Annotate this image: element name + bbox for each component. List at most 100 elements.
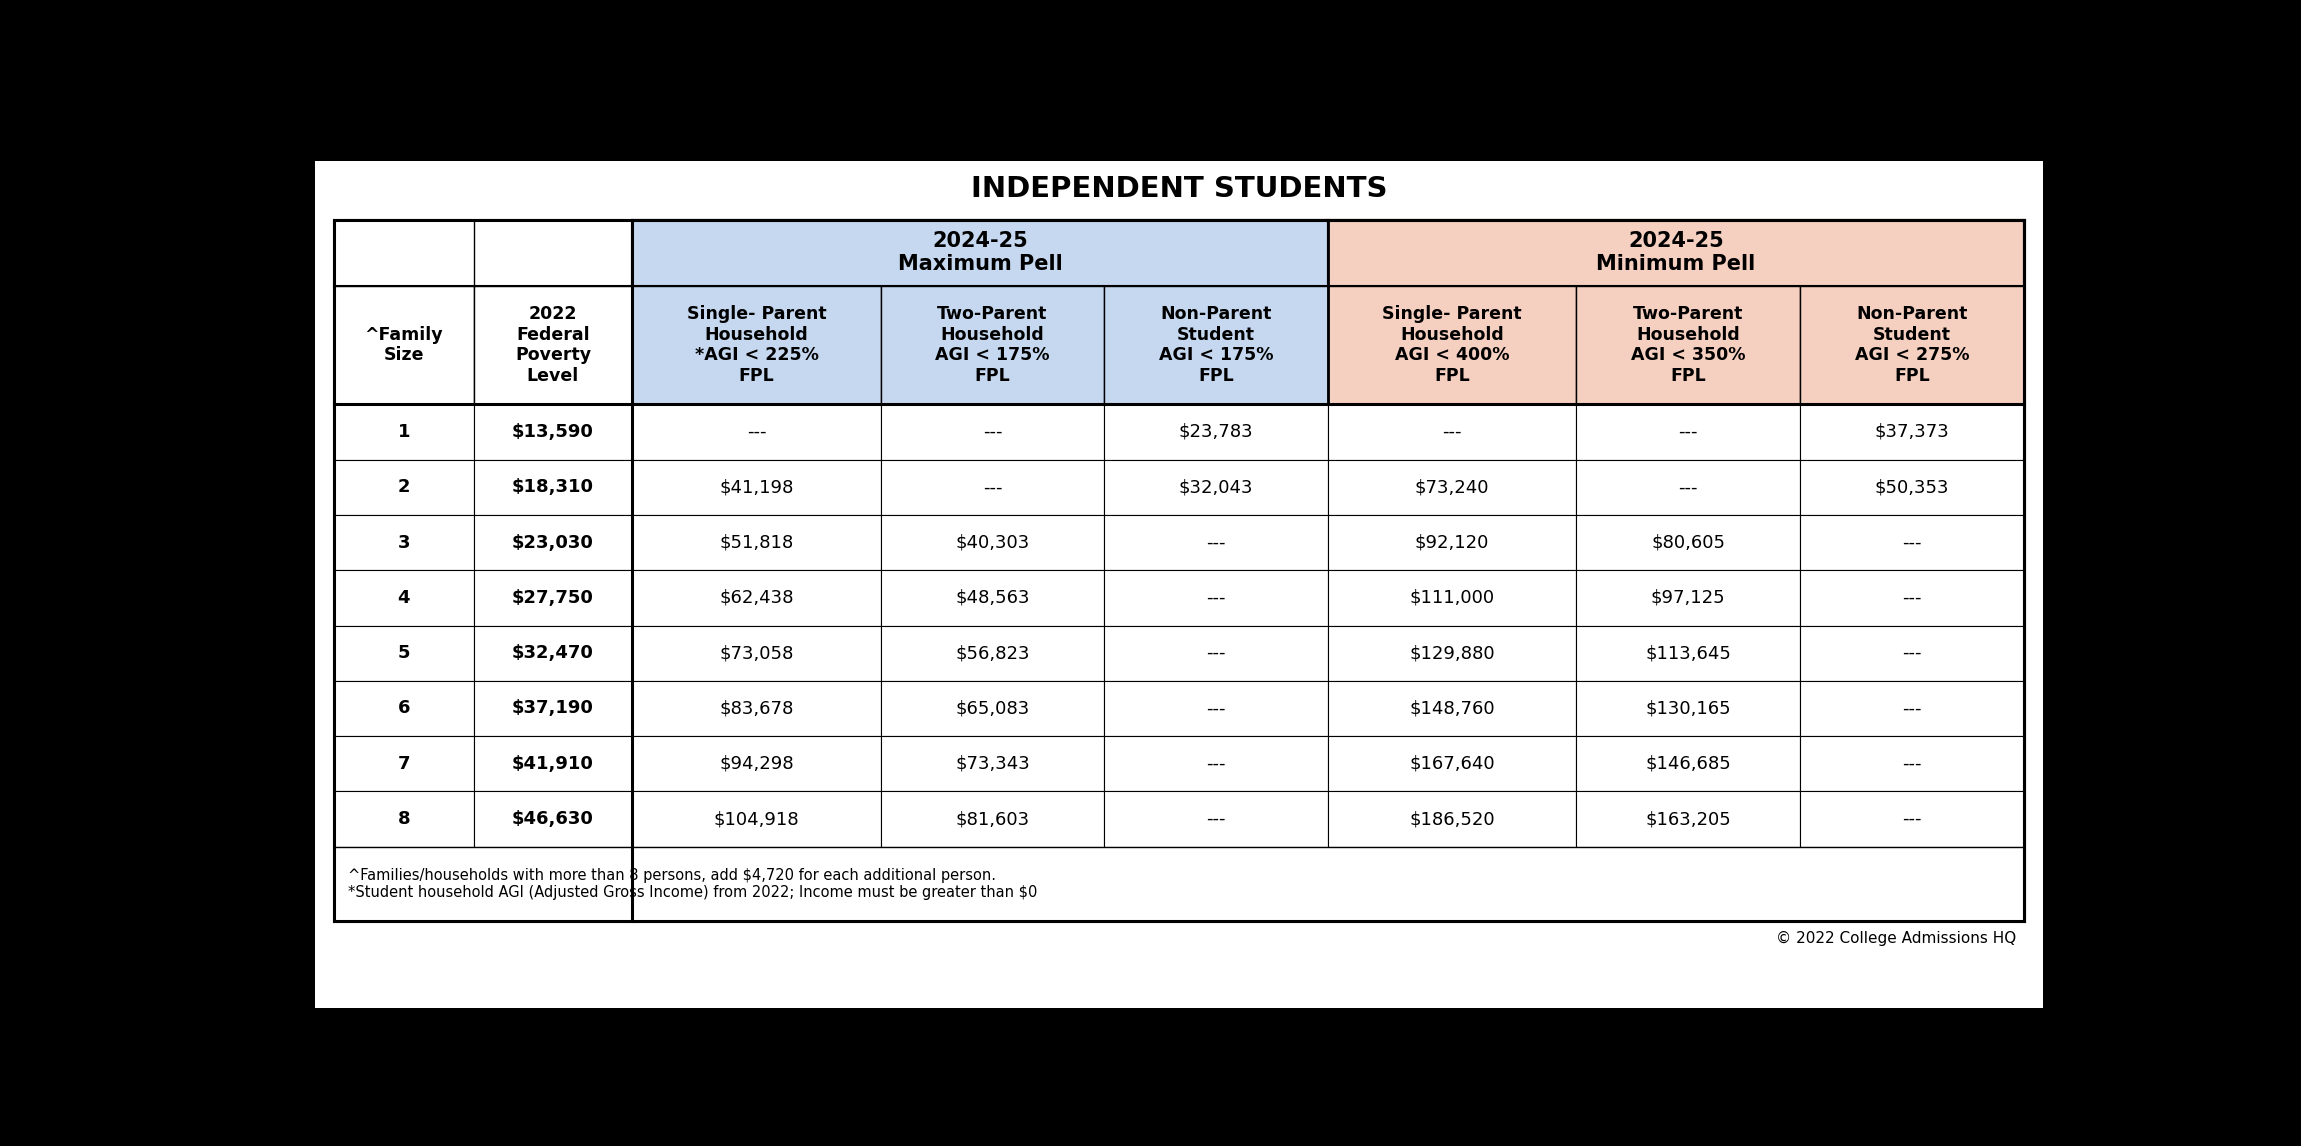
Bar [1104,736,1328,792]
Text: $37,373: $37,373 [1875,423,1949,441]
Bar [334,736,474,792]
Bar [1799,626,2023,681]
Text: $40,303: $40,303 [955,534,1029,551]
Text: 2024-25
Maximum Pell: 2024-25 Maximum Pell [897,231,1063,274]
Bar [1328,285,1576,405]
Text: $80,605: $80,605 [1652,534,1726,551]
Bar [1104,571,1328,626]
Text: $41,198: $41,198 [720,478,794,496]
Text: $113,645: $113,645 [1645,644,1730,662]
Text: $129,880: $129,880 [1411,644,1496,662]
Bar [1104,626,1328,681]
Bar [474,571,633,626]
Bar [334,220,633,285]
Bar [1576,515,1799,571]
Text: $18,310: $18,310 [511,478,594,496]
Text: 6: 6 [398,699,410,717]
Bar [334,285,474,405]
Bar [1328,515,1576,571]
Text: ---: --- [1903,644,1921,662]
Text: $73,240: $73,240 [1415,478,1489,496]
Bar [881,405,1104,460]
Text: 2022
Federal
Poverty
Level: 2022 Federal Poverty Level [515,305,591,385]
Bar [1104,792,1328,847]
Text: ---: --- [1206,755,1226,772]
Bar [1104,681,1328,736]
Text: $104,918: $104,918 [713,810,798,829]
Text: $163,205: $163,205 [1645,810,1730,829]
Bar [1799,681,2023,736]
Text: $23,030: $23,030 [513,534,594,551]
Text: ^Families/households with more than 8 persons, add $4,720 for each additional pe: ^Families/households with more than 8 pe… [347,868,1038,901]
Bar [1576,285,1799,405]
Bar [1799,792,2023,847]
Bar [1799,571,2023,626]
Text: 1: 1 [398,423,410,441]
Bar [334,681,474,736]
Text: $37,190: $37,190 [513,699,594,717]
Text: ---: --- [1206,589,1226,607]
Bar [334,515,474,571]
Text: ---: --- [1903,810,1921,829]
Bar [1799,515,2023,571]
Text: $56,823: $56,823 [955,644,1031,662]
Bar [474,460,633,515]
Text: Two-Parent
Household
AGI < 350%
FPL: Two-Parent Household AGI < 350% FPL [1631,305,1746,385]
Text: $73,058: $73,058 [720,644,794,662]
Bar [633,681,881,736]
Bar [1576,792,1799,847]
Text: Single- Parent
Household
AGI < 400%
FPL: Single- Parent Household AGI < 400% FPL [1383,305,1521,385]
Text: $32,043: $32,043 [1178,478,1254,496]
Bar [1328,220,2023,285]
Text: $50,353: $50,353 [1875,478,1949,496]
Text: Non-Parent
Student
AGI < 175%
FPL: Non-Parent Student AGI < 175% FPL [1160,305,1272,385]
Bar [633,285,881,405]
Text: ---: --- [983,423,1003,441]
Bar [881,792,1104,847]
Text: $146,685: $146,685 [1645,755,1730,772]
Bar [633,571,881,626]
Bar [1576,681,1799,736]
Text: ---: --- [1206,644,1226,662]
Text: ---: --- [983,478,1003,496]
Bar [334,571,474,626]
Bar [1576,460,1799,515]
Bar [1576,571,1799,626]
Bar [633,792,881,847]
Bar [1104,405,1328,460]
Text: $27,750: $27,750 [513,589,594,607]
Bar [334,792,474,847]
Text: ---: --- [1206,810,1226,829]
Bar [881,736,1104,792]
Bar [334,626,474,681]
Bar [1576,405,1799,460]
Bar [1328,405,1576,460]
Text: ---: --- [1903,755,1921,772]
Bar [1104,515,1328,571]
Bar [474,285,633,405]
Text: ---: --- [1206,534,1226,551]
Text: $65,083: $65,083 [955,699,1029,717]
Text: 3: 3 [398,534,410,551]
Bar [881,285,1104,405]
Bar [633,460,881,515]
Text: $148,760: $148,760 [1411,699,1496,717]
Text: 5: 5 [398,644,410,662]
Bar [1328,571,1576,626]
Bar [633,515,881,571]
Text: 8: 8 [398,810,410,829]
Bar [474,515,633,571]
Bar [474,405,633,460]
Bar [334,220,2023,921]
Bar [1328,460,1576,515]
Bar [881,460,1104,515]
Bar [1799,460,2023,515]
Bar [334,460,474,515]
Text: Single- Parent
Household
*AGI < 225%
FPL: Single- Parent Household *AGI < 225% FPL [686,305,826,385]
Text: $111,000: $111,000 [1411,589,1496,607]
Text: $13,590: $13,590 [513,423,594,441]
Bar [474,626,633,681]
Text: 2024-25
Minimum Pell: 2024-25 Minimum Pell [1597,231,1756,274]
Text: ---: --- [1677,478,1698,496]
Text: $23,783: $23,783 [1178,423,1254,441]
